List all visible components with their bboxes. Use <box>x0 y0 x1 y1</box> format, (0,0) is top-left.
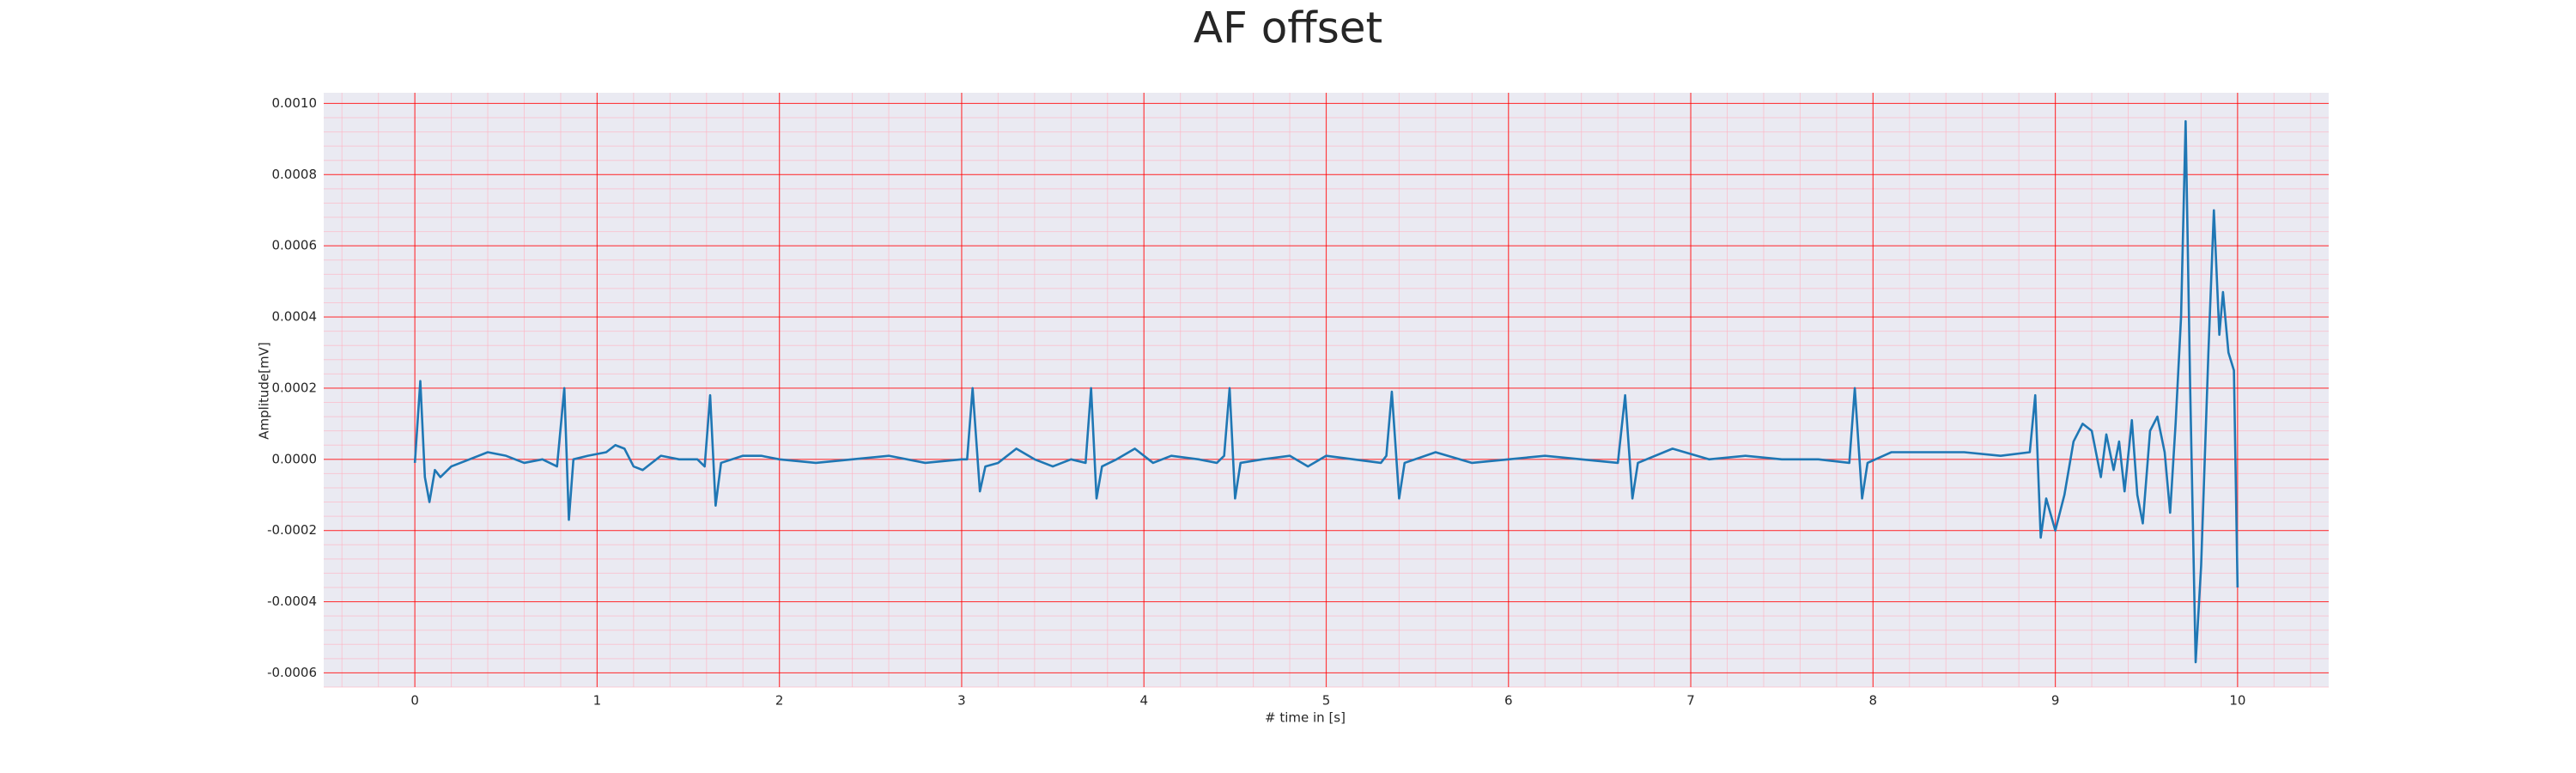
x-tick-label: 1 <box>593 693 602 709</box>
x-tick-label: 3 <box>957 693 966 709</box>
y-tick-label: 0.0008 <box>272 167 318 182</box>
x-tick-label: 5 <box>1322 693 1331 709</box>
x-tick-label: 8 <box>1869 693 1878 709</box>
y-tick-label: 0.0002 <box>272 380 318 395</box>
x-tick-label: 0 <box>410 693 419 709</box>
y-tick-label: -0.0006 <box>267 665 317 680</box>
x-tick-label: 2 <box>775 693 784 709</box>
series-line <box>413 119 2239 664</box>
y-tick-label: 0.0004 <box>272 309 318 325</box>
y-tick-label: -0.0002 <box>267 522 317 538</box>
x-axis-label: # time in [s] <box>1265 710 1346 726</box>
x-tick-label: 10 <box>2229 693 2245 709</box>
y-tick-label: 0.0000 <box>272 451 318 466</box>
x-tick-label: 9 <box>2051 693 2060 709</box>
y-axis-label: Amplitude[mV] <box>257 342 272 439</box>
x-tick-label: 7 <box>1686 693 1695 709</box>
y-tick-label: -0.0004 <box>267 593 317 609</box>
y-tick-label: 0.0006 <box>272 238 318 253</box>
chart-title: AF offset <box>1194 3 1382 53</box>
y-tick-label: 0.0010 <box>272 95 318 111</box>
x-tick-label: 4 <box>1139 693 1148 709</box>
x-tick-label: 6 <box>1504 693 1513 709</box>
